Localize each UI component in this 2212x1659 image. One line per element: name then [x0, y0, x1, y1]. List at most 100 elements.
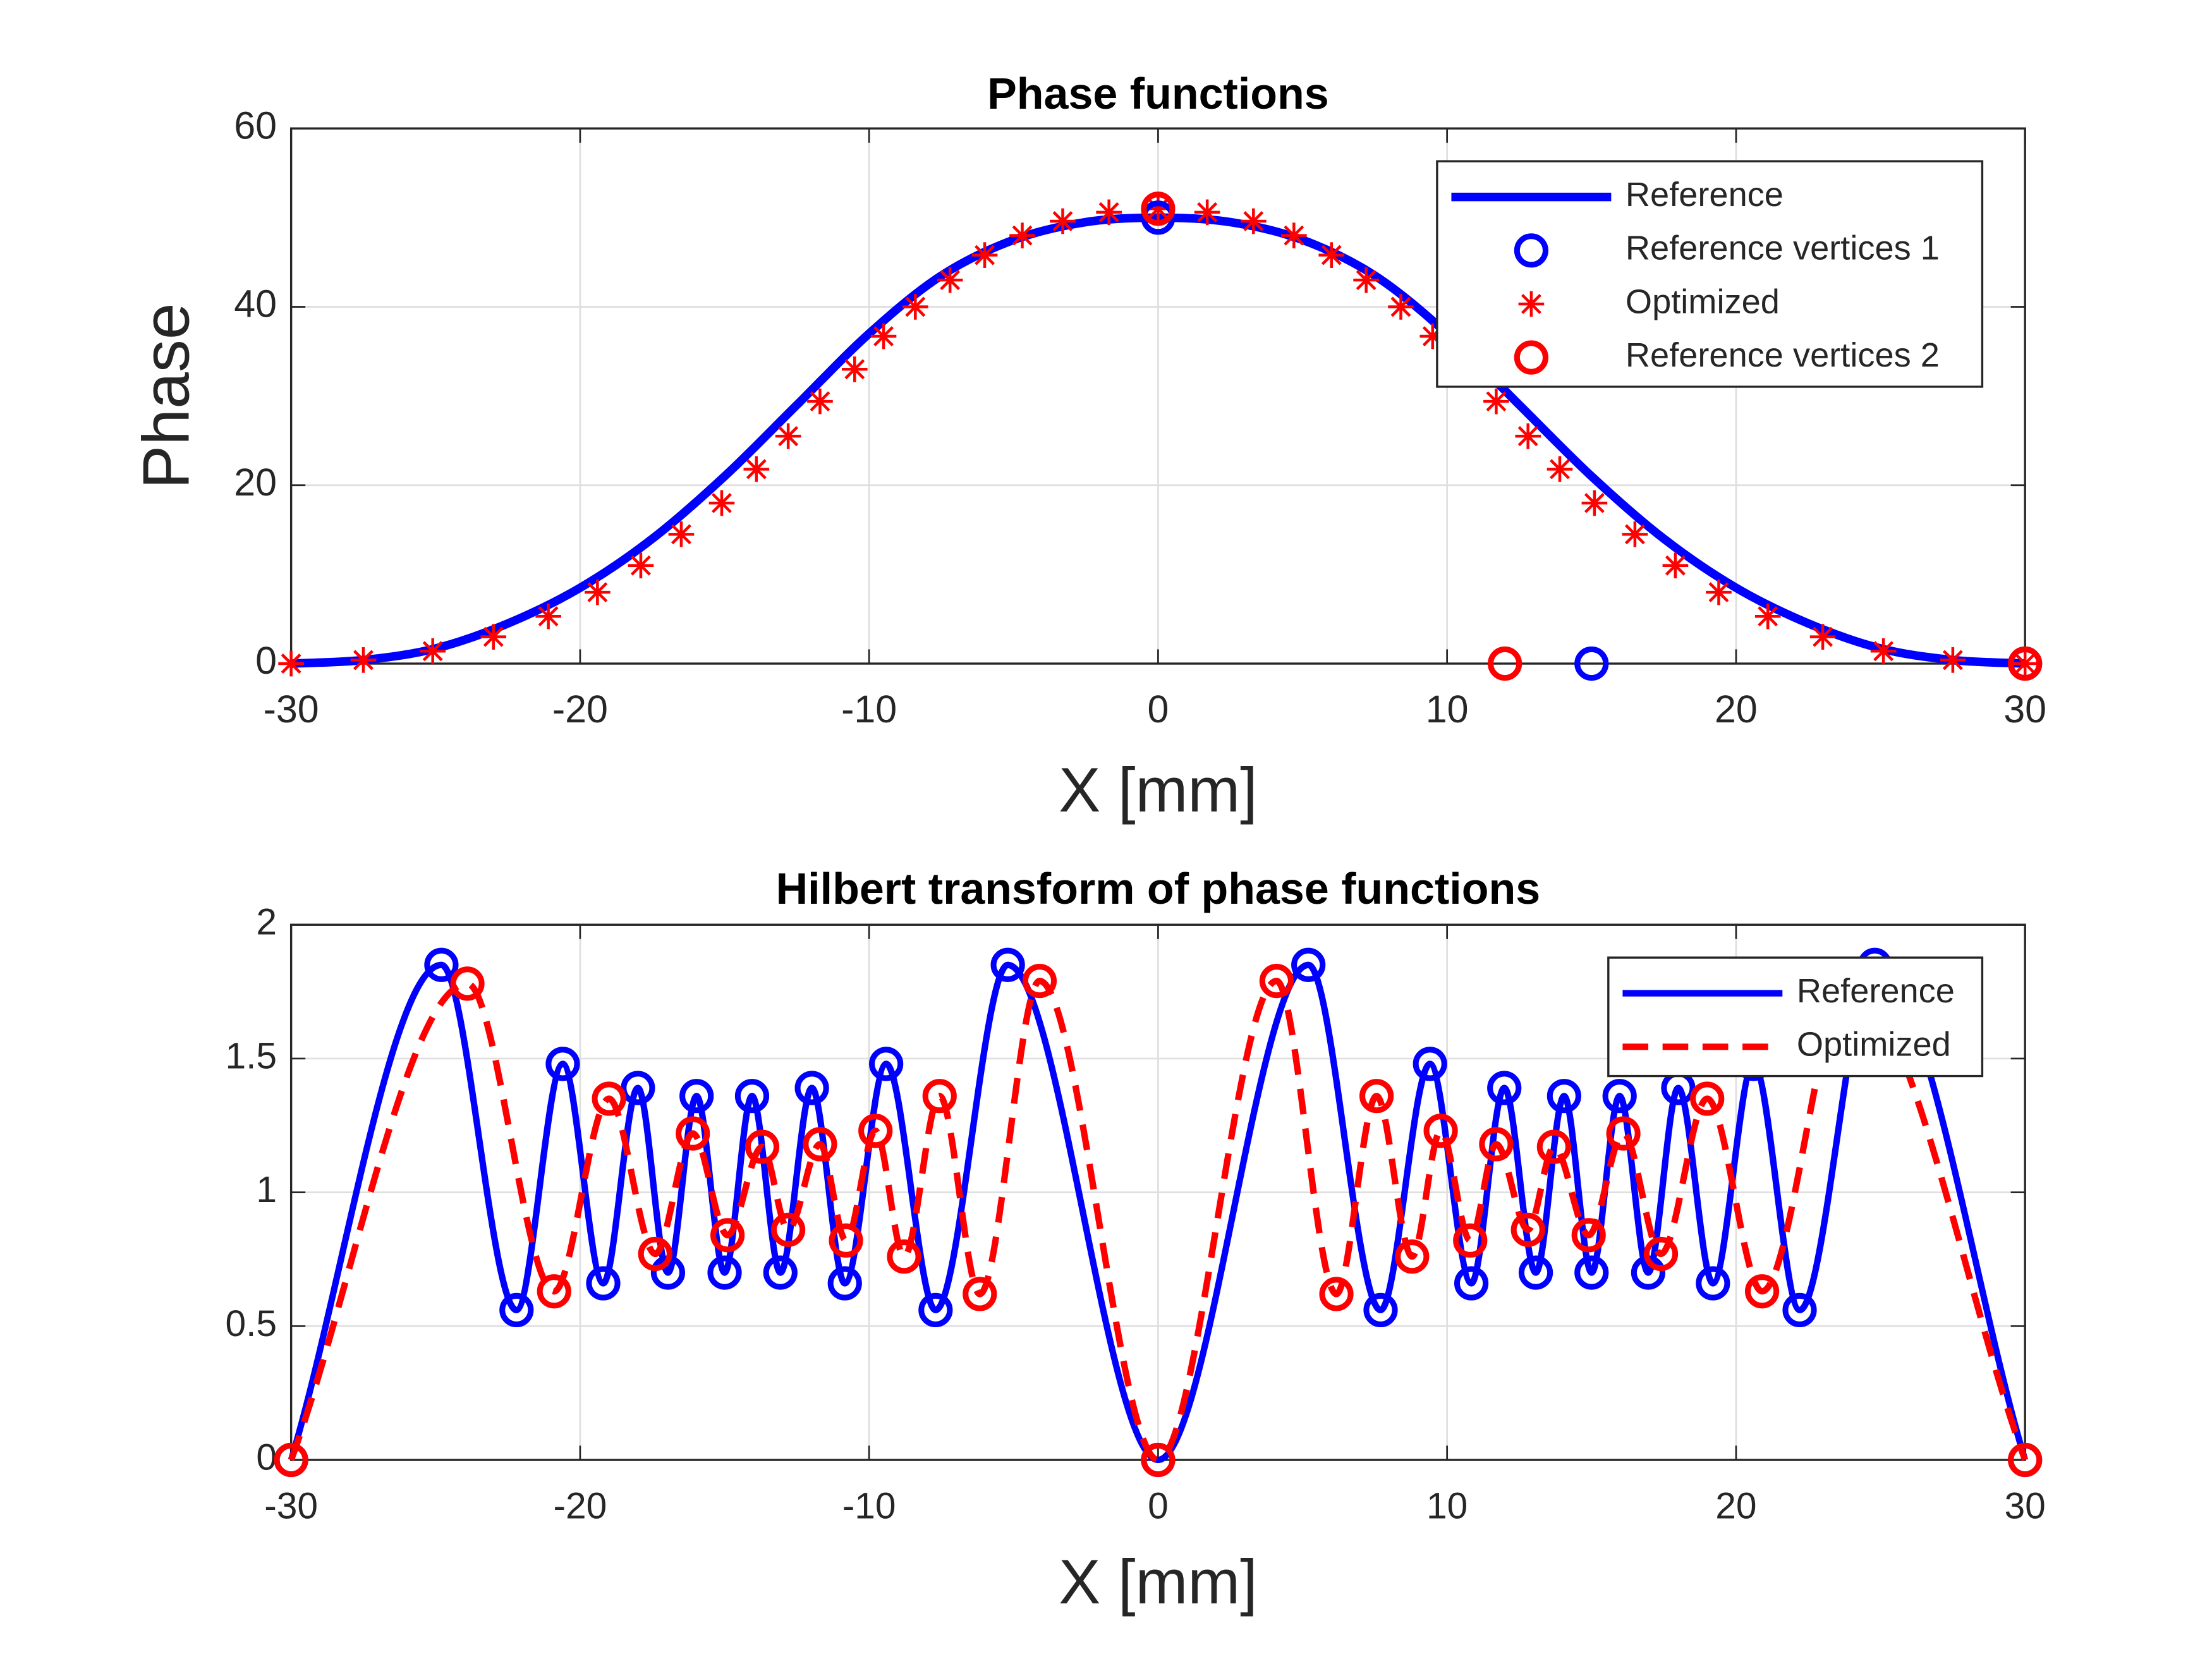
asterisk-marker: [1581, 490, 1608, 516]
asterisk-marker: [585, 579, 611, 605]
axes: -30 -20 -10 0 10 20 30 0 0.5 1 1.5 2 Hilbert transfo…: [225, 864, 2045, 1617]
asterisk-marker: [1515, 423, 1541, 449]
asterisk-marker: [1388, 294, 1414, 320]
extremum-marker: [638, 1236, 672, 1272]
extremum-marker: [771, 1212, 806, 1247]
asterisk-marker: [628, 552, 654, 579]
x-tick-label: 10: [1426, 1485, 1468, 1526]
asterisk-marker: [1809, 624, 1836, 650]
extremum-marker: [763, 1255, 798, 1290]
x-tick-label: 0: [1148, 1485, 1169, 1526]
series-line: [288, 961, 2029, 1464]
x-axis-label: X [mm]: [1059, 1547, 1258, 1617]
asterisk-stroke: [711, 493, 732, 513]
chart-title: Hilbert transform of phase functions: [776, 864, 1541, 913]
extremum-marker: [1487, 1071, 1522, 1105]
asterisk-stroke: [671, 524, 691, 545]
asterisk-marker: [1622, 521, 1648, 547]
asterisk-marker: [743, 456, 770, 482]
extremum-marker: [2008, 1442, 2043, 1478]
asterisk-marker: [1240, 208, 1267, 234]
chart-title: Phase functions: [987, 69, 1329, 118]
extremum-marker: [1319, 1277, 1354, 1311]
asterisk-stroke: [810, 391, 830, 412]
legend-label: Reference: [1626, 176, 1784, 214]
x-tick-label: 20: [1715, 1485, 1756, 1526]
legend-swatch: [1514, 233, 1548, 268]
asterisk-stroke: [873, 326, 894, 347]
asterisk-marker: [775, 423, 801, 449]
extremum-marker: [586, 1266, 621, 1301]
axes: -30 -20 -10 0 10 20 30 0 20 40 60 Phase functions X …: [130, 69, 2046, 825]
extremum-marker: [1359, 1079, 1394, 1114]
extremum-marker: [1141, 1442, 1176, 1478]
asterisk-stroke: [538, 606, 559, 627]
vertex-marker: [1574, 646, 1609, 681]
asterisk-stroke: [1665, 555, 1686, 576]
asterisk-stroke: [1517, 426, 1538, 447]
asterisk-stroke: [1356, 270, 1376, 291]
asterisk-stroke: [1284, 225, 1304, 246]
asterisk-marker: [278, 650, 304, 677]
asterisk-stroke: [1584, 493, 1605, 513]
extremum-marker: [794, 1071, 829, 1105]
legend: Reference Optimized: [1607, 956, 1984, 1078]
extremum-marker: [1453, 1223, 1488, 1258]
asterisk-marker: [1009, 222, 1035, 248]
extremum-marker: [1690, 1081, 1725, 1116]
x-tick-label: -20: [552, 688, 608, 731]
asterisk-stroke: [1052, 211, 1073, 231]
asterisk-stroke: [1758, 606, 1778, 627]
asterisk-stroke: [940, 270, 961, 291]
extremum-marker: [1395, 1239, 1430, 1274]
asterisk-stroke: [587, 582, 608, 603]
extremum-marker: [1510, 1212, 1545, 1247]
asterisk-marker: [870, 323, 897, 349]
x-tick-label: -10: [841, 688, 897, 731]
extremum-marker: [1643, 1236, 1679, 1272]
asterisk-marker: [1281, 222, 1307, 248]
marker-layer: [274, 947, 2043, 1478]
legend-swatch: [1514, 340, 1548, 375]
series-line: [288, 978, 2028, 1464]
asterisk-stroke: [1708, 582, 1729, 603]
asterisk-marker: [420, 638, 446, 664]
extremum-marker: [707, 1255, 742, 1290]
asterisk-stroke: [905, 296, 926, 317]
asterisk-marker: [1706, 579, 1732, 605]
extremum-marker: [1696, 1266, 1730, 1301]
extremum-marker: [1454, 1266, 1489, 1301]
extremum-marker: [1479, 1127, 1514, 1162]
x-tick-label: -30: [264, 688, 319, 731]
x-tick-label: -20: [553, 1485, 607, 1526]
asterisk-stroke: [1813, 626, 1833, 647]
asterisk-stroke: [975, 245, 995, 265]
extremum-marker: [424, 947, 459, 982]
extremum-marker: [858, 1114, 893, 1148]
asterisk-stroke: [2015, 653, 2036, 674]
asterisk-marker: [2012, 650, 2038, 677]
extremum-marker: [887, 1239, 921, 1274]
asterisk-stroke: [483, 626, 504, 647]
asterisk-marker: [1518, 291, 1545, 317]
asterisk-marker: [971, 242, 998, 268]
extremum-marker: [1259, 964, 1294, 999]
legend: Reference Reference vertices 1 Optimized Re…: [1436, 160, 1984, 388]
extremum-marker: [869, 1047, 904, 1081]
extremum-marker: [710, 1218, 745, 1253]
asterisk-stroke: [1873, 641, 1894, 662]
y-tick-label: 20: [234, 461, 277, 504]
extremum-marker: [1744, 1274, 1780, 1309]
asterisk-stroke: [778, 426, 799, 447]
extremum-marker: [827, 1266, 862, 1301]
asterisk-stroke: [1197, 202, 1218, 222]
extremum-marker: [990, 947, 1025, 982]
asterisk-marker: [350, 647, 377, 673]
asterisk-stroke: [1243, 211, 1264, 231]
asterisk-stroke: [1486, 391, 1507, 412]
extremum-marker: [1291, 947, 1326, 982]
extremum-marker: [1782, 1292, 1817, 1327]
asterisk-marker: [841, 356, 868, 382]
